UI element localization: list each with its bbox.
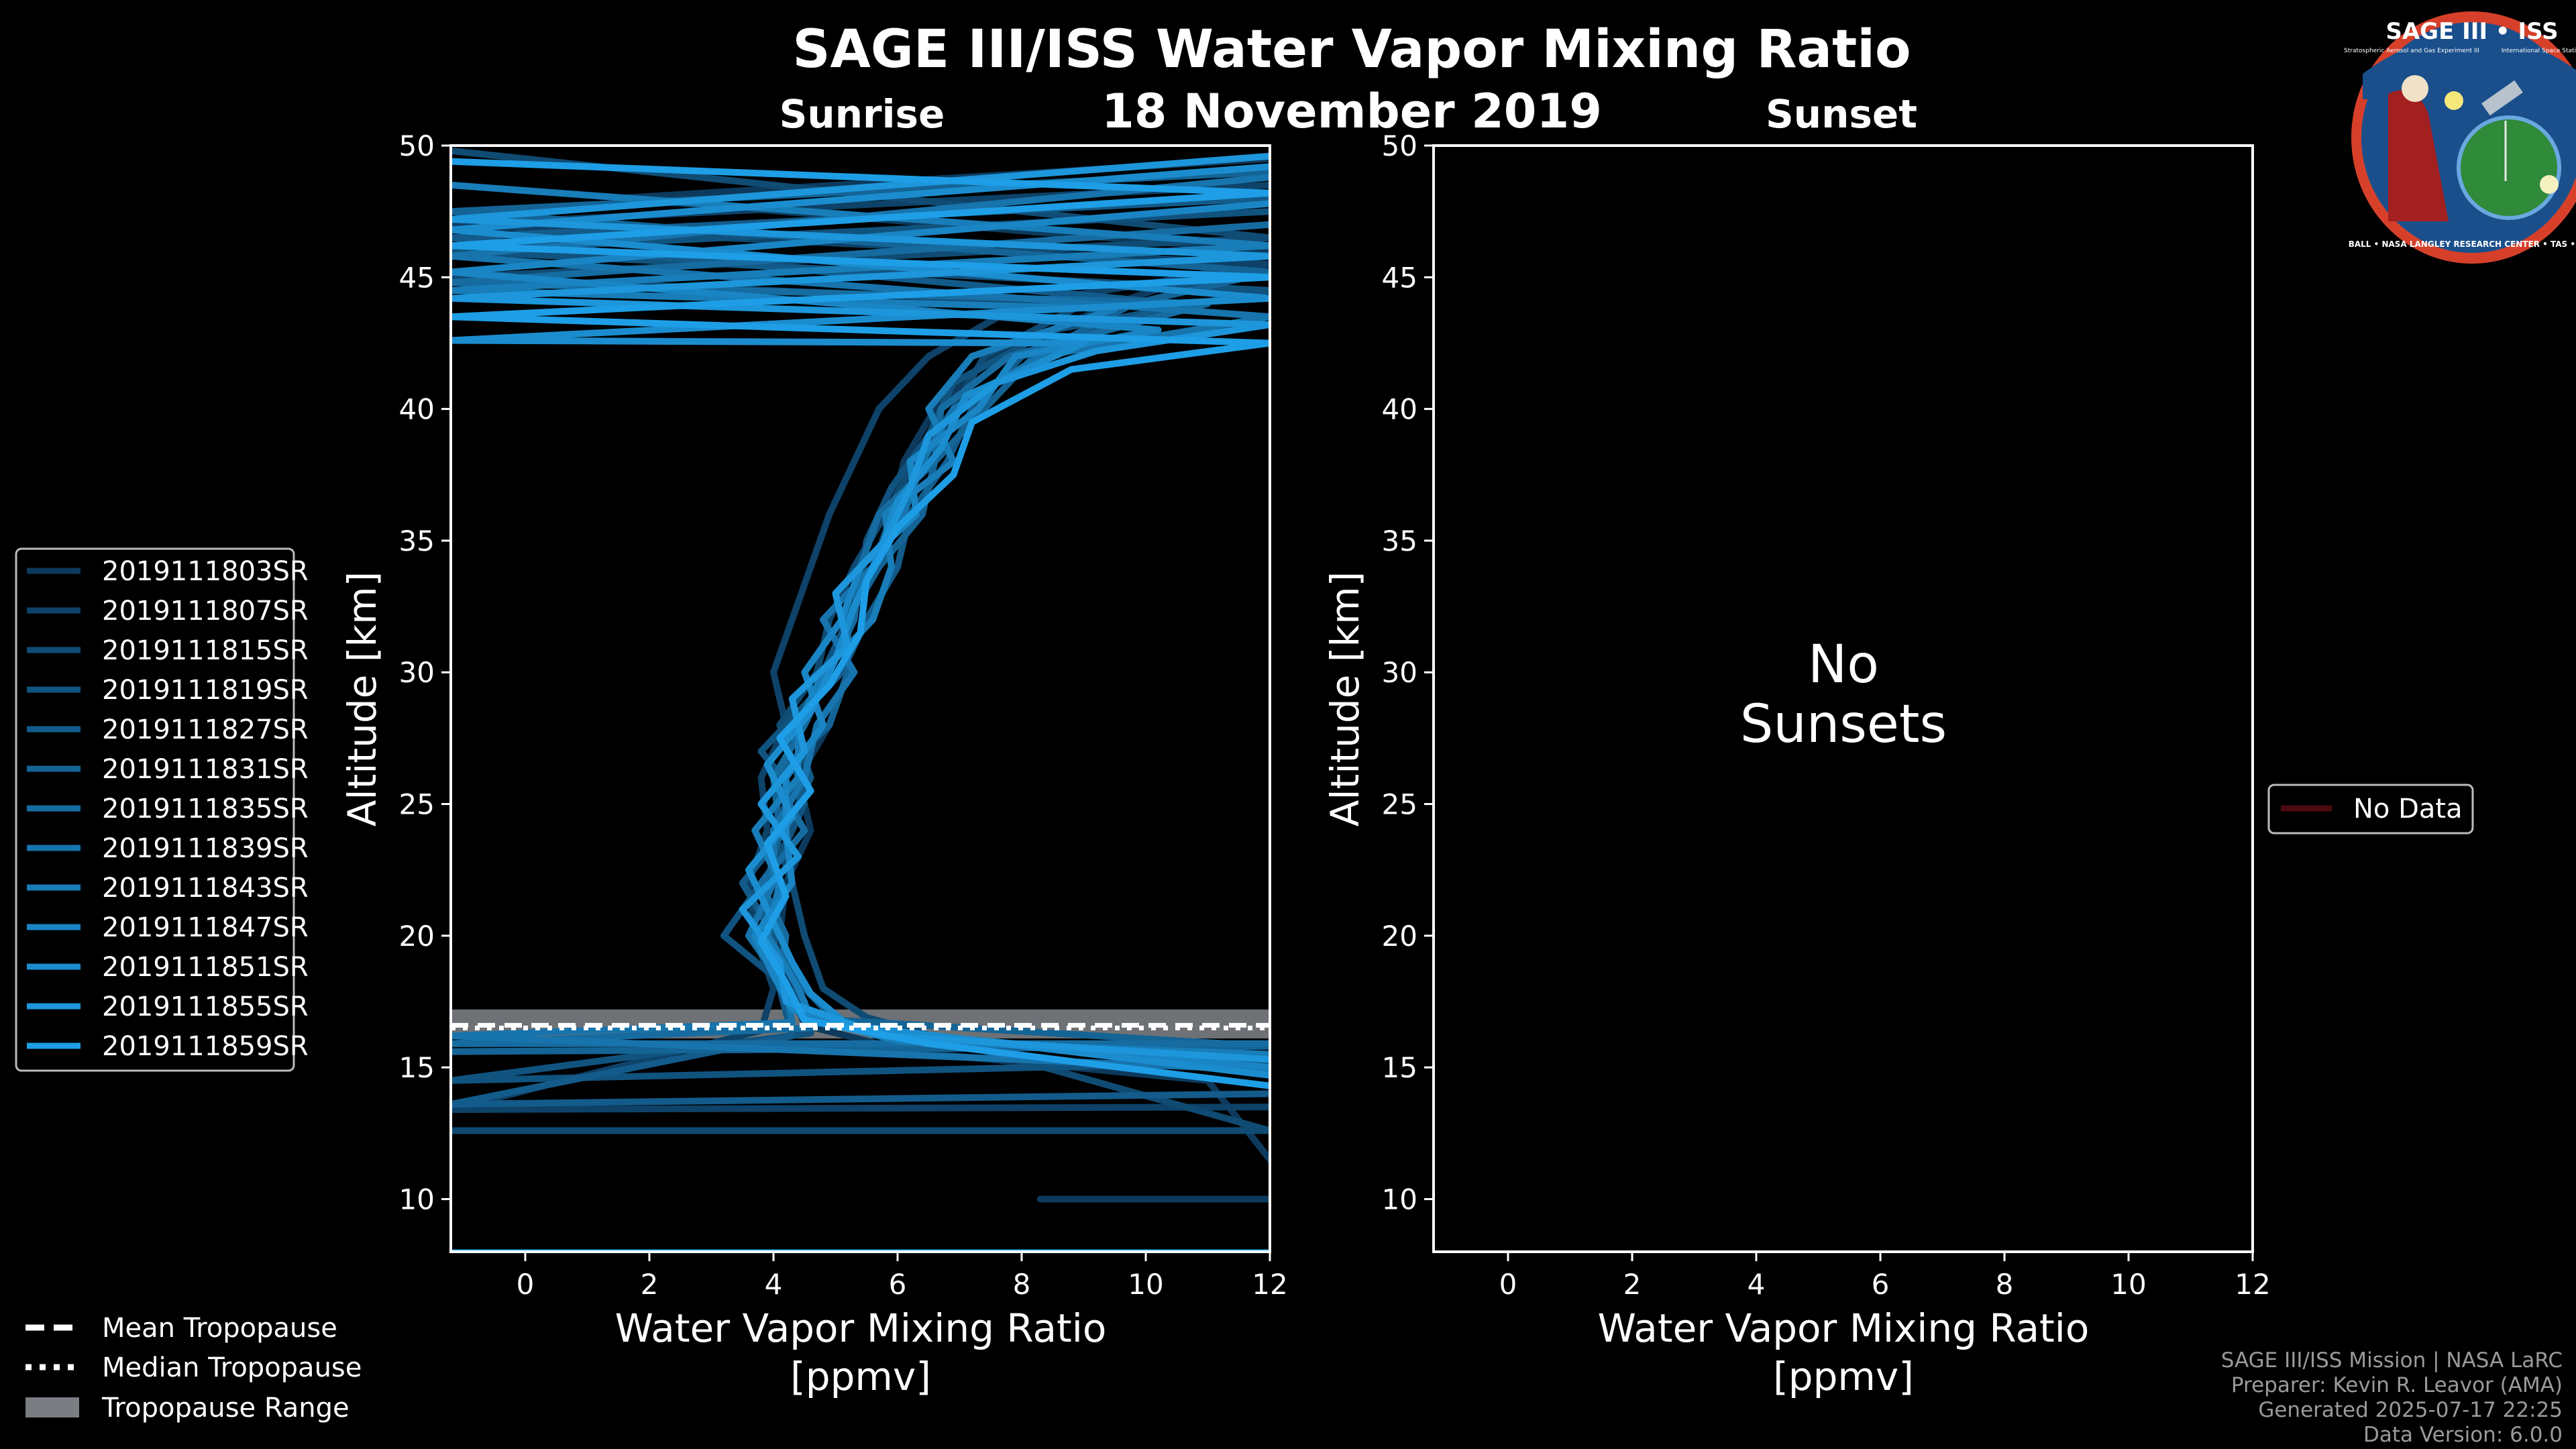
earth-icon <box>2459 117 2559 218</box>
legend-label-2019111807SR: 2019111807SR <box>102 596 309 627</box>
series-legend-box <box>15 547 295 1072</box>
legend-label-2019111859SR: 2019111859SR <box>102 1031 309 1062</box>
legend-label-2019111815SR: 2019111815SR <box>102 635 309 666</box>
no-sunsets-line2: Sunsets <box>1740 694 1947 755</box>
tropopause-lines-group <box>451 1022 1270 1030</box>
sunset-y-tick-label: 40 <box>1382 393 1417 426</box>
sunset-y-tick-label: 50 <box>1382 129 1417 162</box>
legend-label-2019111831SR: 2019111831SR <box>102 754 309 785</box>
sunrise-axes-frame <box>449 144 1271 1253</box>
patch-title: SAGE III • ISS <box>2385 18 2558 45</box>
sunset-x-tick-label: 10 <box>2110 1268 2146 1301</box>
sunset-x-tick-label: 4 <box>1748 1268 1766 1301</box>
profile-series-group <box>451 147 1270 1203</box>
sunset-y-tick-label: 15 <box>1382 1051 1417 1084</box>
chart-title: SAGE III/ISS Water Vapor Mixing Ratio <box>792 19 1911 80</box>
sunrise-x-tick-label: 8 <box>1013 1268 1031 1301</box>
sunrise-y-tick-label: 40 <box>399 393 435 426</box>
sunset-y-tick-label: 45 <box>1382 261 1417 294</box>
sunrise-ylabel: Altitude [km] <box>339 572 385 826</box>
sunrise-subtitle: Sunrise <box>780 91 945 137</box>
tropopause-range-label: Tropopause Range <box>101 1393 350 1424</box>
sunrise-x-tick-label: 12 <box>1252 1268 1287 1301</box>
legend-label-2019111835SR: 2019111835SR <box>102 794 309 824</box>
iss-icon <box>2481 80 2523 116</box>
sunrise-y-tick-label: 15 <box>399 1051 435 1084</box>
sunrise-xlabel-line1: Water Vapor Mixing Ratio <box>615 1305 1107 1351</box>
sunrise-y-ticks: 10 15 20 25 30 35 40 45 50 <box>399 129 451 1216</box>
no-sunsets-line1: No <box>1808 635 1879 695</box>
sunset-subtitle: Sunset <box>1766 91 1917 137</box>
patch-subtext-right: International Space Station <box>2502 48 2576 54</box>
legend-label-2019111843SR: 2019111843SR <box>102 873 309 904</box>
sunrise-panel: 0 2 4 6 8 10 12 10 15 20 25 30 35 40 45 50 Water Vapor… <box>339 129 1288 1399</box>
mission-patch-logo: SAGE III • ISS Stratospheric Aerosol and… <box>2344 11 2576 264</box>
chart-date: 18 November 2019 <box>1102 84 1602 139</box>
legend-label-2019111819SR: 2019111819SR <box>102 675 309 706</box>
profile-line-2019111859SR <box>451 158 1270 1089</box>
patch-ring-text: BALL • NASA LANGLEY RESEARCH CENTER • TA… <box>2349 239 2576 249</box>
series-legend: 2019111803SR 2019111807SR 2019111815SR 2019… <box>15 547 309 1072</box>
sunrise-y-tick-label: 30 <box>399 656 435 689</box>
sunset-x-tick-label: 2 <box>1623 1268 1642 1301</box>
sunrise-y-tick-label: 50 <box>399 129 435 162</box>
sunset-xlabel-line1: Water Vapor Mixing Ratio <box>1598 1305 2090 1351</box>
sunset-axes-frame <box>1432 144 2254 1253</box>
mean-tropopause-label: Mean Tropopause <box>102 1313 337 1344</box>
sunset-x-tick-label: 12 <box>2235 1268 2270 1301</box>
sunrise-x-tick-label: 0 <box>517 1268 535 1301</box>
legend-label-2019111851SR: 2019111851SR <box>102 952 309 983</box>
footer-generated: Generated 2025-07-17 22:25 <box>2258 1398 2563 1422</box>
no-data-legend: No Data <box>2267 784 2474 835</box>
sunrise-x-tick-label: 6 <box>889 1268 907 1301</box>
sun-icon <box>2445 91 2463 110</box>
footer-version: Data Version: 6.0.0 <box>2363 1423 2563 1447</box>
sunset-y-tick-label: 30 <box>1382 656 1417 689</box>
sunset-y-ticks: 10 15 20 25 30 35 40 45 50 <box>1382 129 1434 1216</box>
sunset-y-tick-label: 25 <box>1382 788 1417 821</box>
sunset-ylabel: Altitude [km] <box>1322 572 1368 826</box>
profile-line-2019111847SR <box>451 200 1270 1071</box>
legend-label-2019111839SR: 2019111839SR <box>102 833 309 864</box>
footer-credits: SAGE III/ISS Mission | NASA LaRC Prepare… <box>2221 1348 2563 1447</box>
sunrise-y-tick-label: 25 <box>399 788 435 821</box>
sunrise-x-tick-label: 10 <box>1128 1268 1163 1301</box>
sunset-y-tick-label: 35 <box>1382 525 1417 557</box>
median-tropopause-label: Median Tropopause <box>102 1352 362 1383</box>
sunrise-x-tick-label: 2 <box>641 1268 659 1301</box>
sunset-x-ticks: 0 2 4 6 8 10 12 <box>1499 1252 2271 1301</box>
sunset-y-tick-label: 20 <box>1382 920 1417 953</box>
legend-label-2019111827SR: 2019111827SR <box>102 714 309 745</box>
footer-preparer: Preparer: Kevin R. Leavor (AMA) <box>2231 1373 2563 1397</box>
sunset-x-tick-label: 6 <box>1872 1268 1890 1301</box>
figure-icon <box>2388 90 2449 221</box>
sunrise-y-tick-label: 10 <box>399 1183 435 1216</box>
sunrise-y-tick-label: 45 <box>399 261 435 294</box>
sunrise-xlabel-line2: [ppmv] <box>790 1354 931 1399</box>
sunset-xlabel-line2: [ppmv] <box>1773 1354 1914 1399</box>
moon-icon <box>2540 175 2559 194</box>
no-data-legend-label: No Data <box>2353 794 2463 824</box>
sunrise-y-tick-label: 20 <box>399 920 435 953</box>
tropopause-legend: Mean Tropopause Median Tropopause Tropop… <box>25 1313 362 1424</box>
legend-label-2019111803SR: 2019111803SR <box>102 556 309 587</box>
footer-mission: SAGE III/ISS Mission | NASA LaRC <box>2221 1348 2563 1373</box>
legend-label-2019111847SR: 2019111847SR <box>102 912 309 943</box>
legend-label-2019111855SR: 2019111855SR <box>102 991 309 1022</box>
sunrise-x-ticks: 0 2 4 6 8 10 12 <box>517 1252 1288 1301</box>
sunrise-y-tick-label: 35 <box>399 525 435 557</box>
patch-subtext-left: Stratospheric Aerosol and Gas Experiment… <box>2344 48 2479 54</box>
sunset-x-tick-label: 0 <box>1499 1268 1517 1301</box>
tropopause-range-swatch <box>25 1397 79 1417</box>
no-data-legend-box <box>2267 784 2474 835</box>
sunset-y-tick-label: 10 <box>1382 1183 1417 1216</box>
sunset-x-tick-label: 8 <box>1996 1268 2014 1301</box>
profile-line-2019111855SR <box>451 152 1270 1063</box>
sunrise-x-tick-label: 4 <box>765 1268 783 1301</box>
